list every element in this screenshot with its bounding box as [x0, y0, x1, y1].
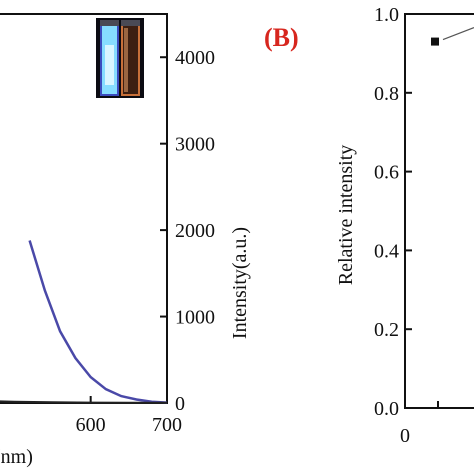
panel-b-series	[431, 27, 474, 46]
vial-photo-icon	[96, 18, 144, 98]
panel-a-x-tick-label: 600	[76, 414, 106, 436]
panel-a-y-tick-label: 3000	[175, 134, 215, 156]
panel-a-y-tick-label: 4000	[175, 47, 215, 69]
panel-b: (B) 0.0 0.2 0.4 0.6 0.8 1.0 0 Relative intens…	[264, 4, 474, 447]
panel-a-x-axis-title: (nm)	[0, 446, 33, 468]
panel-a-series	[0, 240, 168, 404]
panel-b-y-tick-label: 0.6	[374, 162, 399, 184]
panel-b-x-tick-label: 0	[400, 425, 410, 447]
panel-a-right-y-axis: 0 1000 2000 3000 4000	[160, 47, 215, 415]
panel-a-y-tick-label: 1000	[175, 307, 215, 329]
panel-b-y-tick-label: 0.4	[374, 240, 399, 262]
panel-a-y-tick-label: 2000	[175, 220, 215, 242]
panel-b-data-point	[431, 37, 439, 46]
panel-a-x-tick-label: 700	[152, 414, 182, 436]
panel-a-right-y-axis-title: Intensity(a.u.)	[229, 227, 251, 339]
panel-b-y-tick-label: 0.0	[374, 398, 399, 420]
panel-b-plot-frame	[404, 13, 474, 409]
panel-a-series-line-1	[28, 240, 168, 404]
panel-a-x-axis: 600 700	[76, 396, 182, 436]
panel-b-y-axis: 0.0 0.2 0.4 0.6 0.8 1.0	[374, 4, 412, 420]
panel-a-series-line-2	[0, 400, 168, 404]
panel-b-x-axis: 0	[400, 401, 439, 447]
panel-b-y-tick-label: 0.8	[374, 83, 399, 105]
panel-b-label: (B)	[264, 23, 299, 52]
panel-b-y-tick-label: 0.2	[374, 319, 399, 341]
panel-b-series-line	[442, 27, 474, 41]
panel-a: 600 700 0 1000 2000 3000 4000 (nm) Intensity(…	[0, 13, 251, 468]
panel-a-y-tick-label: 0	[175, 393, 185, 415]
panel-b-y-tick-label: 1.0	[374, 4, 399, 26]
panel-b-y-axis-title: Relative intensity	[335, 145, 357, 286]
